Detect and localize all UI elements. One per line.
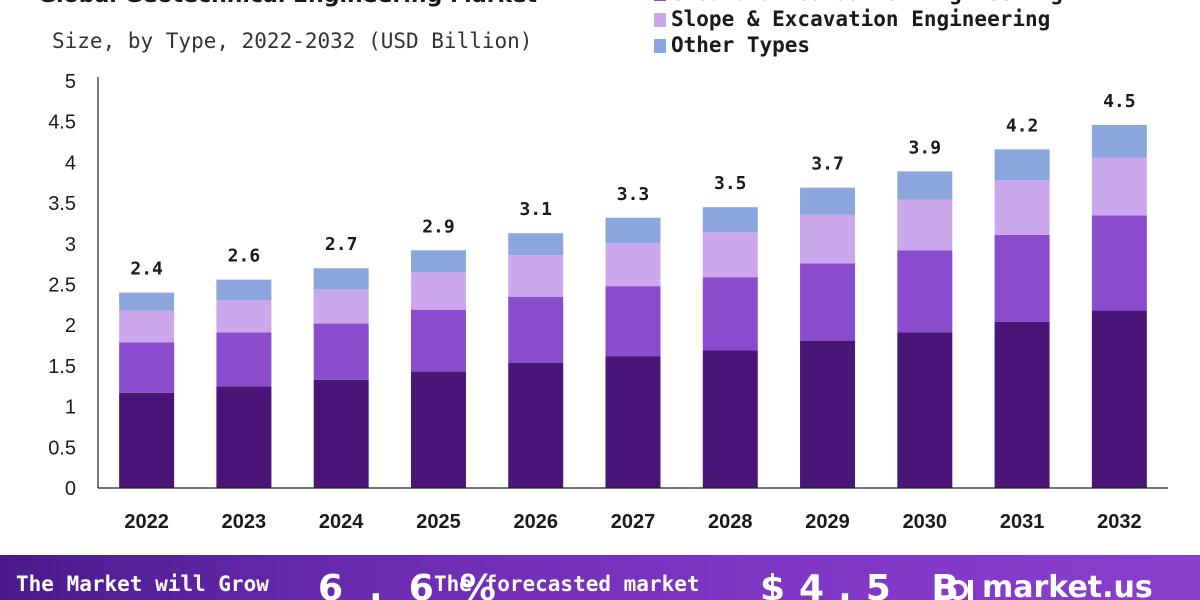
bar-segment-1-2031 (994, 321, 1050, 488)
bar-segment-1-2027 (605, 356, 661, 488)
bar-segment-1-2024 (313, 379, 369, 488)
bar-segment-2-2030 (897, 250, 953, 333)
x-tick-label: 2024 (319, 511, 364, 533)
y-tick-label: 0.5 (48, 437, 76, 459)
data-label-total: 3.5 (714, 173, 747, 194)
bar-segment-2-2031 (994, 234, 1050, 322)
bar-segment-4-2029 (800, 187, 856, 215)
stacked-bar-chart: Global Geotechnical Engineering Market S… (38, 0, 1168, 533)
chart-subtitle: Size, by Type, 2022-2032 (USD Billion) (52, 29, 532, 53)
data-label-total: 4.2 (1006, 115, 1039, 136)
data-label-total: 2.6 (228, 246, 261, 267)
bar-segment-4-2022 (119, 292, 175, 311)
bar-segment-4-2031 (994, 149, 1050, 181)
bar-segment-1-2023 (216, 386, 272, 488)
chart-title: Global Geotechnical Engineering Market (38, 0, 538, 8)
bar-segment-2-2023 (216, 332, 272, 387)
y-tick-label: 3.5 (48, 193, 76, 215)
brand-name: market.us (982, 570, 1153, 600)
bar-segment-2-2026 (508, 296, 564, 363)
y-tick-label: 3 (65, 234, 76, 256)
data-label-total: 3.1 (519, 199, 552, 220)
x-tick-label: 2031 (1000, 511, 1045, 533)
bar-segment-4-2028 (702, 207, 758, 233)
data-label-total: 2.7 (325, 234, 358, 255)
bar-segment-2-2029 (800, 263, 856, 341)
x-tick-label: 2030 (903, 511, 948, 533)
x-tick-label: 2028 (708, 511, 753, 533)
bar-segment-1-2022 (119, 392, 175, 488)
legend-swatch (654, 39, 666, 53)
bar-segment-3-2026 (508, 255, 564, 297)
bar-segment-3-2029 (800, 214, 856, 264)
bar-segment-2-2022 (119, 342, 175, 393)
data-label-total: 3.3 (617, 184, 650, 205)
forecast-value: $4.5 B (760, 568, 973, 600)
y-tick-label: 2 (65, 315, 76, 337)
legend-swatch (654, 13, 666, 27)
bar-segment-4-2023 (216, 279, 272, 300)
x-axis: 2022 2023 2024 2025 2026 2027 2028 2029 2030 2031… (98, 487, 1168, 533)
bar-segment-3-2022 (119, 310, 175, 343)
bar-segment-4-2026 (508, 233, 564, 256)
legend-label: Ground & Foundation Engineering (671, 0, 1063, 5)
bar-segment-1-2032 (1091, 310, 1147, 488)
bars (119, 124, 1147, 488)
legend-label: Slope & Excavation Engineering (671, 7, 1050, 31)
bar-segment-3-2032 (1091, 157, 1147, 216)
footer-banner: The Market will Grow 6.6% The forecasted… (0, 555, 1200, 600)
x-tick-label: 2026 (513, 511, 558, 533)
x-tick-label: 2032 (1097, 511, 1142, 533)
y-tick-label: 2.5 (48, 275, 76, 297)
bar-segment-4-2030 (897, 171, 953, 200)
bar-segment-3-2023 (216, 299, 272, 333)
bar-segment-2-2028 (702, 277, 758, 351)
bar-segment-3-2028 (702, 232, 758, 278)
data-label-total: 3.9 (909, 137, 942, 158)
legend-swatch (654, 0, 666, 1)
cagr-value: 6.6% (318, 568, 522, 600)
bar-segment-1-2025 (410, 371, 466, 488)
legend: Ground & Foundation Engineering Slope & E… (654, 0, 1063, 57)
bar-segment-1-2029 (800, 340, 856, 488)
bar-segment-1-2028 (702, 350, 758, 488)
y-tick-label: 1 (65, 397, 76, 419)
bar-segment-3-2024 (313, 289, 369, 324)
data-label-total: 2.9 (422, 216, 455, 237)
bar-segment-1-2030 (897, 332, 953, 488)
bar-segment-4-2027 (605, 217, 661, 243)
x-tick-label: 2023 (222, 511, 267, 533)
y-tick-label: 5 (65, 71, 76, 93)
brand-logo-icon (948, 580, 973, 600)
data-labels: 2.4 2.6 2.7 2.9 3.1 3.3 3.5 3.7 3.9 4.2 4.5 (130, 91, 1135, 280)
y-tick-label: 4 (65, 152, 76, 174)
forecast-text: The forecasted market (434, 572, 700, 596)
bar-segment-4-2024 (313, 268, 369, 290)
x-tick-label: 2027 (611, 511, 656, 533)
x-tick-label: 2022 (124, 511, 169, 533)
bar-segment-1-2026 (508, 362, 564, 488)
legend-label: Other Types (671, 33, 810, 57)
bar-segment-3-2025 (410, 272, 466, 310)
bar-segment-4-2032 (1091, 124, 1147, 158)
y-tick-label: 1.5 (48, 356, 76, 378)
bar-segment-3-2031 (994, 180, 1050, 235)
bar-segment-4-2025 (410, 250, 466, 273)
y-tick-label: 4.5 (48, 112, 76, 134)
bar-segment-2-2027 (605, 286, 661, 357)
data-label-total: 4.5 (1103, 91, 1136, 112)
data-label-total: 2.4 (130, 259, 163, 280)
bar-segment-3-2030 (897, 199, 953, 251)
data-label-total: 3.7 (811, 154, 844, 175)
x-tick-label: 2029 (805, 511, 850, 533)
y-tick-label: 0 (65, 478, 76, 500)
x-tick-label: 2025 (416, 511, 461, 533)
bar-segment-3-2027 (605, 242, 661, 287)
bar-segment-2-2025 (410, 309, 466, 372)
bar-segment-2-2024 (313, 323, 369, 380)
y-axis: 0 0.5 1 1.5 2 2.5 3 3.5 4 4.5 5 (48, 71, 99, 500)
bar-segment-2-2032 (1091, 215, 1147, 311)
growth-text: The Market will Grow (16, 572, 269, 596)
